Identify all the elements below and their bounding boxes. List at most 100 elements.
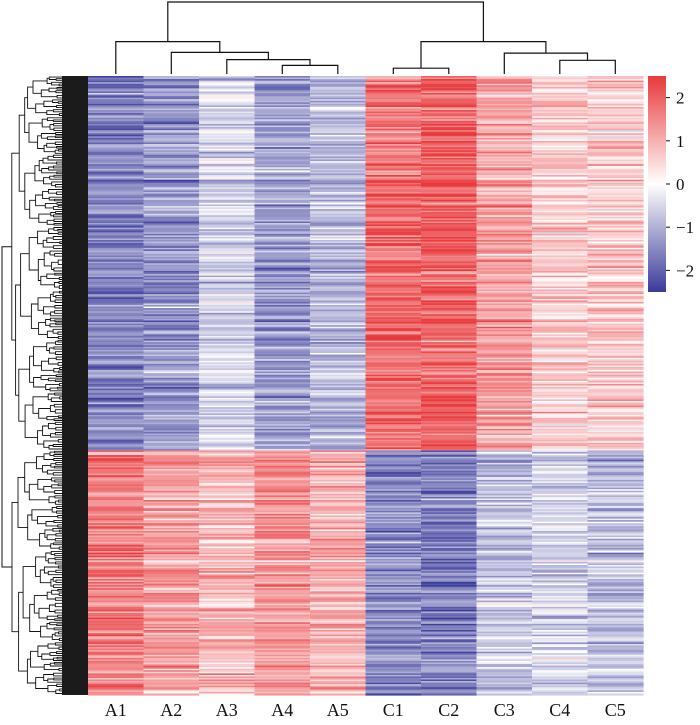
heatmap-cell (254, 218, 311, 221)
heatmap-cell (199, 551, 256, 554)
heatmap-cell (421, 549, 478, 552)
heatmap-cell (421, 159, 478, 162)
heatmap-cell (254, 100, 311, 103)
heatmap-cell (199, 167, 256, 170)
heatmap-cell (199, 456, 256, 459)
heatmap-cell (143, 167, 200, 170)
heatmap-cell (365, 89, 422, 93)
row-dendrogram-link (58, 113, 62, 116)
heatmap-cell (199, 370, 256, 373)
heatmap-cell (310, 227, 367, 230)
heatmap-cell (476, 193, 533, 196)
heatmap-cell (421, 501, 478, 504)
heatmap-cell (587, 346, 644, 349)
heatmap-cell (476, 421, 533, 424)
heatmap-cell (310, 280, 367, 283)
heatmap-cell (587, 569, 644, 572)
heatmap-cell (365, 366, 422, 370)
heatmap-cell (199, 357, 256, 360)
heatmap-cell (88, 86, 145, 89)
heatmap-cell (532, 445, 589, 448)
heatmap-cell (88, 328, 145, 331)
heatmap-cell (310, 569, 367, 572)
heatmap-cell (421, 408, 478, 411)
heatmap-cell (532, 561, 589, 565)
heatmap-cell (532, 633, 589, 636)
heatmap-cell (532, 472, 589, 475)
heatmap-cell (199, 332, 256, 336)
heatmap-cell (143, 351, 200, 354)
heatmap-cell (199, 538, 256, 541)
heatmap-cell (421, 396, 478, 399)
heatmap-cell (476, 583, 533, 586)
heatmap-cell (254, 94, 311, 97)
heatmap-cell (143, 469, 200, 472)
heatmap-cell (476, 390, 533, 393)
heatmap-cell (532, 278, 589, 281)
heatmap-cell (476, 340, 533, 343)
heatmap-cell (88, 230, 145, 233)
heatmap-cell (310, 583, 367, 586)
heatmap-cell (199, 481, 256, 484)
heatmap-cell (421, 346, 478, 349)
heatmap-cell (310, 557, 367, 560)
row-dendrogram-link (54, 618, 62, 621)
row-dendrogram-link (53, 661, 62, 665)
heatmap-cell (476, 89, 533, 93)
heatmap-cell (532, 89, 589, 93)
heatmap-cell (143, 388, 200, 391)
heatmap-cell (365, 297, 422, 300)
heatmap-cell (365, 667, 422, 670)
heatmap-cell (421, 212, 478, 215)
heatmap-cell (199, 168, 256, 171)
heatmap-cell (310, 223, 367, 226)
heatmap-cell (587, 681, 644, 684)
heatmap-cell (532, 331, 589, 334)
heatmap-cell (199, 277, 256, 280)
heatmap-cell (365, 241, 422, 244)
heatmap-cell (88, 609, 145, 613)
heatmap-cell (421, 148, 478, 151)
heatmap-cell (143, 165, 200, 168)
heatmap-cell (365, 162, 422, 165)
heatmap-cell (365, 651, 422, 654)
heatmap-cell (532, 517, 589, 520)
heatmap-cell (532, 612, 589, 616)
heatmap-cell (476, 693, 533, 696)
heatmap-cell (254, 326, 311, 329)
row-dendrogram-link (52, 119, 62, 122)
heatmap-cell (587, 134, 644, 137)
heatmap-cell (199, 602, 256, 605)
heatmap-cell (476, 645, 533, 648)
heatmap-cell (421, 362, 478, 365)
heatmap-cell (254, 500, 311, 503)
heatmap-cell (476, 170, 533, 173)
row-dendrogram-link (56, 146, 62, 149)
heatmap-cell (421, 517, 478, 520)
row-dendrogram-link (24, 97, 29, 134)
heatmap-cell (310, 668, 367, 671)
heatmap-cell (587, 195, 644, 198)
heatmap-cell (476, 571, 533, 574)
heatmap-cell (254, 227, 311, 230)
heatmap-cell (587, 436, 644, 439)
row-dendrogram-link (48, 604, 56, 612)
heatmap-cell (421, 595, 478, 599)
heatmap-cell (199, 219, 256, 223)
heatmap-cell (143, 363, 200, 366)
heatmap-cell (421, 586, 478, 589)
heatmap-cell (143, 665, 200, 668)
heatmap-cell (88, 250, 145, 254)
heatmap-cell (421, 277, 478, 280)
heatmap-cell (254, 131, 311, 134)
heatmap-cell (88, 181, 145, 184)
row-dendrogram-link (57, 259, 62, 265)
heatmap-cell (476, 504, 533, 507)
heatmap-cell (310, 325, 367, 328)
heatmap-cell (88, 541, 145, 544)
heatmap-cell (88, 76, 145, 79)
heatmap-cell (143, 475, 200, 478)
heatmap-cell (254, 144, 311, 147)
heatmap-cell (199, 108, 256, 111)
heatmap-cell (587, 161, 644, 164)
